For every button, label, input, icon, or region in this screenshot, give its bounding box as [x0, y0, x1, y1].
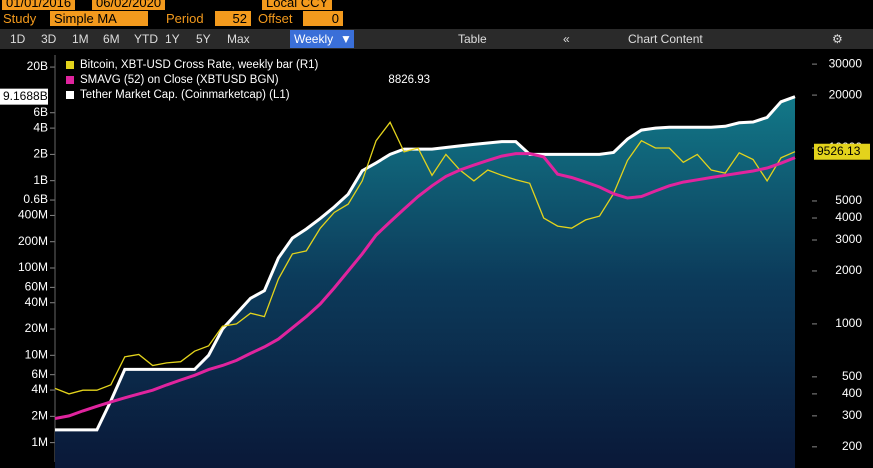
settings-button[interactable]: ⚙ — [832, 32, 843, 46]
y2-tick-label: 3000 — [835, 232, 862, 246]
chart-content-button[interactable]: Chart Content — [628, 32, 703, 46]
y2-tick-label: 500 — [842, 369, 862, 383]
value-label: 9.1688B — [3, 89, 48, 103]
y-tick-label: 1M — [31, 435, 48, 449]
legend-swatch — [66, 61, 74, 69]
legend-label: Tether Market Cap. (Coinmarketcap) (L1) — [80, 89, 290, 101]
range-button[interactable]: 1Y — [165, 32, 180, 46]
series-line — [55, 95, 796, 432]
range-button[interactable]: 6M — [103, 32, 120, 46]
y-tick-label: 10M — [25, 347, 48, 361]
y2-tick-label: 4000 — [835, 210, 862, 224]
range-button[interactable]: 1M — [72, 32, 89, 46]
range-button[interactable]: 1D — [10, 32, 26, 46]
y2-tick-label: 30000 — [829, 56, 863, 70]
range-button[interactable]: Max — [227, 32, 250, 46]
table-button[interactable]: Table — [458, 32, 487, 46]
y-tick-label: 6B — [33, 105, 48, 119]
collapse-button[interactable]: « — [563, 32, 570, 46]
study-bar: 01/01/2016 06/02/2020 Local CCY Study Si… — [0, 0, 873, 29]
range-bar: Weekly ▼ Table « Chart Content ⚙ 1D 3D 1M 6… — [0, 29, 873, 49]
y-tick-label: 100M — [18, 260, 48, 274]
period-field[interactable]: 52 — [215, 11, 251, 26]
period-label: Period — [166, 11, 204, 26]
y2-tick-label: 1000 — [835, 316, 862, 330]
offset-label: Offset — [258, 11, 293, 26]
range-button[interactable]: 3D — [41, 32, 57, 46]
area-fill — [55, 96, 795, 468]
end-date[interactable]: 06/02/2020 — [92, 0, 166, 10]
series-line — [54, 152, 796, 420]
y-tick-label: 20B — [27, 59, 48, 73]
y2-tick-label: 20000 — [829, 87, 863, 101]
legend-swatch — [66, 76, 74, 84]
frequency[interactable]: Weekly — [294, 32, 334, 46]
y-tick-label: 2B — [33, 147, 48, 161]
y-tick-label: 60M — [25, 280, 48, 294]
y-tick-label: 400M — [18, 208, 48, 222]
value-label: 9526.13 — [817, 144, 861, 158]
range-button[interactable]: YTD — [134, 32, 158, 46]
y2-tick-label: 5000 — [835, 193, 862, 207]
y2-tick-label: 200 — [842, 439, 862, 453]
y-tick-label: 6M — [31, 367, 48, 381]
y2-tick-label: 400 — [842, 386, 862, 400]
y-tick-label: 4B — [33, 120, 48, 134]
range-button[interactable]: 5Y — [196, 32, 211, 46]
y-tick-label: 1B — [33, 173, 48, 187]
y-tick-label: 0.6B — [23, 192, 48, 206]
y-tick-label: 4M — [31, 382, 48, 396]
currency[interactable]: Local CCY — [262, 0, 333, 10]
legend-box — [62, 57, 437, 105]
legend-swatch — [66, 91, 74, 99]
y2-tick-label: 300 — [842, 408, 862, 422]
y2-tick-label: 2000 — [835, 263, 862, 277]
dropdown-arrow[interactable]: ▼ — [340, 32, 352, 46]
frequency-highlight — [290, 30, 354, 48]
legend-label: SMAVG (52) on Close (XBTUSD BGN) — [80, 74, 279, 86]
y-tick-label: 40M — [25, 295, 48, 309]
legend-value: 8826.93 — [388, 74, 430, 86]
value-label-box — [814, 143, 870, 160]
y-tick-label: 2M — [31, 409, 48, 423]
series-line — [54, 121, 796, 395]
study-label: Study — [3, 11, 37, 26]
study-field[interactable]: Simple MA — [50, 11, 148, 26]
legend-label: Bitcoin, XBT-USD Cross Rate, weekly bar … — [80, 59, 319, 71]
y-tick-label: 200M — [18, 234, 48, 248]
value-label-box — [0, 88, 48, 105]
y-tick-label: 20M — [25, 321, 48, 335]
offset-field[interactable]: 0 — [303, 11, 343, 26]
start-date[interactable]: 01/01/2016 — [2, 0, 76, 10]
